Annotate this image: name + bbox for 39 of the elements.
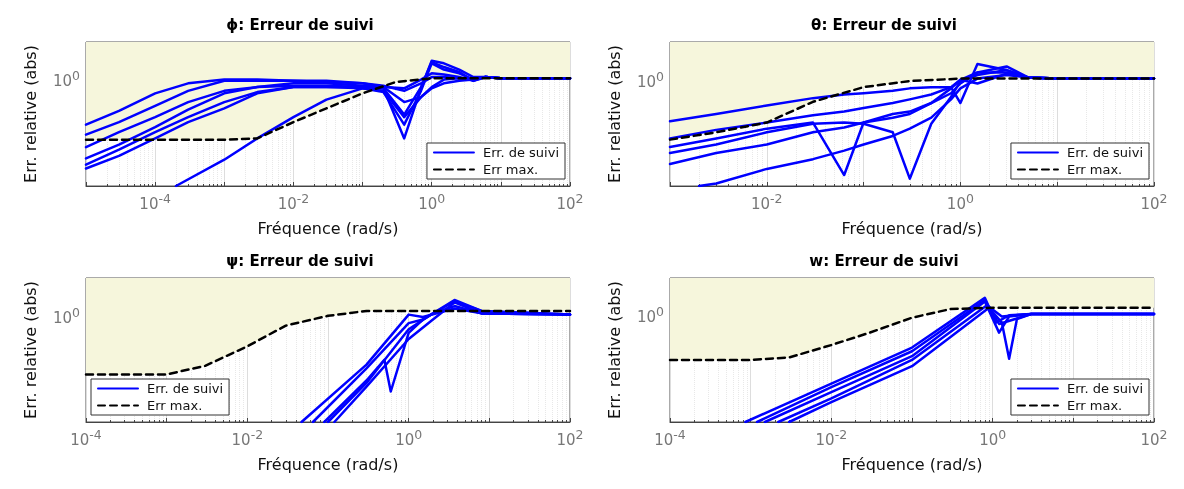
- text: 10$^{0}$: [52, 303, 80, 327]
- legend-label: Err. de suivi: [1066, 381, 1143, 396]
- text: 10$^{0}$: [636, 67, 664, 91]
- x-tick-label: 10$^{-4}$: [139, 190, 171, 213]
- x-tick-label: 10$^{0}$: [979, 426, 1007, 449]
- x-tick-label: 10$^{2}$: [556, 426, 584, 449]
- y-axis-title: Err. relative (abs): [20, 281, 40, 419]
- legend-label: Err max.: [1066, 162, 1123, 177]
- x-tick-label: 10$^{-4}$: [654, 426, 686, 449]
- legend-label: Err max.: [147, 398, 203, 413]
- x-tick-label: 10$^{0}$: [395, 426, 423, 449]
- x-axis-title: Fréquence (rad/s): [841, 218, 983, 238]
- chart-title: w: Erreur de suivi: [809, 251, 959, 270]
- text: 10$^{0}$: [636, 302, 664, 326]
- legend-label: Err max.: [482, 162, 539, 177]
- x-tick-label: 10$^{-2}$: [815, 426, 848, 449]
- legend-label: Err max.: [1066, 398, 1123, 413]
- x-tick-label: 10$^{0}$: [418, 190, 446, 213]
- x-axis-title: Fréquence (rad/s): [257, 218, 399, 238]
- x-tick-label: 10$^{-2}$: [277, 190, 310, 213]
- x-tick-label: 10$^{0}$: [946, 190, 974, 213]
- y-axis-title: Err. relative (abs): [604, 45, 624, 183]
- chart-title: θ: Erreur de suivi: [811, 15, 957, 34]
- x-tick-label: 10$^{2}$: [1140, 426, 1168, 449]
- x-tick-label: 10$^{2}$: [1140, 190, 1168, 213]
- y-axis-title: Err. relative (abs): [604, 281, 624, 419]
- legend-label: Err. de suivi: [482, 145, 559, 160]
- legend-label: Err. de suivi: [147, 381, 224, 396]
- x-axis-title: Fréquence (rad/s): [841, 454, 983, 474]
- chart-title: ψ: Erreur de suivi: [226, 251, 374, 270]
- x-tick-label: 10$^{2}$: [556, 190, 584, 213]
- x-tick-label: 10$^{-2}$: [231, 426, 264, 449]
- text: 10$^{0}$: [52, 66, 80, 90]
- x-tick-label: 10$^{-2}$: [751, 190, 783, 213]
- y-axis-title: Err. relative (abs): [20, 45, 40, 183]
- x-tick-label: 10$^{-4}$: [70, 426, 102, 449]
- x-axis-title: Fréquence (rad/s): [257, 454, 399, 474]
- legend-label: Err. de suivi: [1066, 145, 1143, 160]
- chart-title: ϕ: Erreur de suivi: [226, 15, 374, 34]
